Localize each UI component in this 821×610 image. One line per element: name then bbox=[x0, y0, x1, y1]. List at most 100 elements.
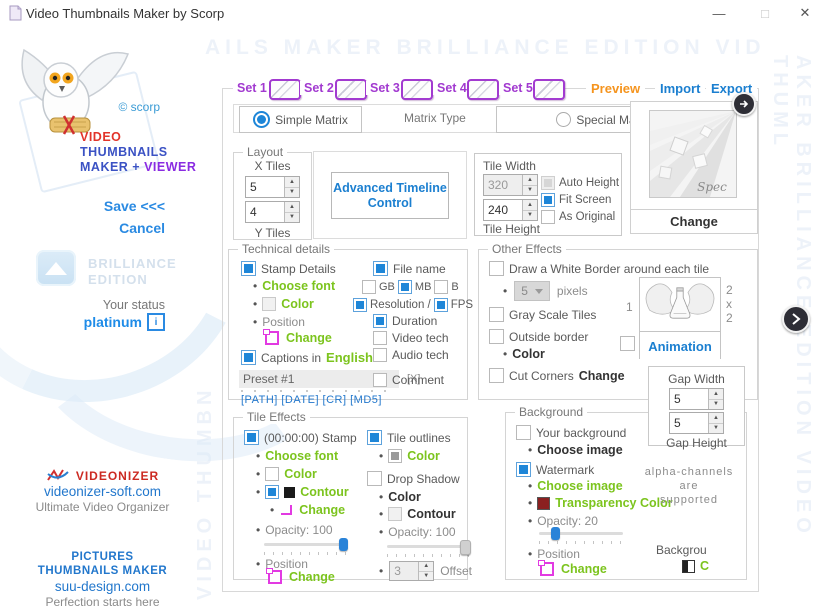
watermark-checkbox[interactable] bbox=[516, 462, 531, 477]
slider-track[interactable] bbox=[264, 543, 348, 546]
slider-thumb[interactable] bbox=[339, 538, 348, 551]
spinner-up-icon[interactable]: ▲ bbox=[419, 562, 434, 572]
gb-checkbox[interactable] bbox=[362, 280, 376, 294]
preset-field[interactable]: Preset #1 bbox=[239, 370, 399, 388]
outside-border-color-link[interactable]: Color bbox=[512, 347, 545, 361]
upgrade-button[interactable] bbox=[36, 250, 76, 286]
contour-checkbox[interactable] bbox=[265, 485, 280, 499]
audio-tech-checkbox[interactable] bbox=[373, 348, 387, 362]
spinner-down-icon[interactable]: ▼ bbox=[289, 214, 295, 221]
fit-screen-label[interactable]: Fit Screen bbox=[559, 194, 612, 206]
spinner-down-icon[interactable]: ▼ bbox=[289, 189, 295, 196]
b-checkbox[interactable] bbox=[434, 280, 449, 294]
time-stamp-label[interactable]: (00:00:00) Stamp bbox=[264, 430, 357, 445]
tab-set5-thumbnail-icon[interactable] bbox=[533, 79, 565, 100]
tab-preview[interactable]: Preview bbox=[586, 81, 646, 96]
gap-width-spinner[interactable]: 5 ▲ ▼ bbox=[669, 388, 724, 410]
fps-label[interactable]: FPS bbox=[450, 299, 474, 311]
position-change-icon[interactable] bbox=[263, 329, 279, 345]
status-info-icon[interactable]: i bbox=[147, 313, 165, 331]
next-page-button-top[interactable] bbox=[732, 92, 756, 116]
shadow-color-link[interactable]: Color bbox=[388, 490, 421, 504]
watermark-position-change-icon[interactable] bbox=[538, 560, 554, 576]
captions-in-label[interactable]: Captions in bbox=[261, 350, 322, 365]
stamp-choose-font-link[interactable]: Choose font bbox=[262, 279, 336, 293]
tab-set3[interactable]: Set 3 bbox=[366, 81, 404, 95]
simple-matrix-option[interactable]: Simple Matrix bbox=[239, 106, 362, 133]
spinner-up-icon[interactable]: ▲ bbox=[523, 200, 537, 211]
close-button[interactable]: ✕ bbox=[799, 5, 811, 20]
contour-label[interactable]: Contour bbox=[300, 485, 349, 499]
next-page-button-side[interactable] bbox=[782, 305, 810, 333]
your-background-label[interactable]: Your background bbox=[536, 425, 627, 440]
tab-set3-thumbnail-icon[interactable] bbox=[401, 79, 433, 100]
stamp-position-change-icon[interactable] bbox=[266, 568, 282, 584]
gap-height-value[interactable]: 5 bbox=[674, 416, 681, 430]
clipped-color-link[interactable]: C bbox=[700, 559, 710, 573]
preview-thumbnail-image[interactable]: Spec bbox=[649, 110, 737, 198]
pixels-select[interactable]: 5 bbox=[514, 281, 550, 301]
gap-width-value[interactable]: 5 bbox=[674, 392, 681, 406]
videonizer-site-link[interactable]: videonizer-soft.com bbox=[43, 484, 162, 499]
spinner-down-icon[interactable]: ▼ bbox=[713, 425, 719, 432]
gb-label[interactable]: GB bbox=[379, 281, 395, 293]
tab-set1-thumbnail-icon[interactable] bbox=[269, 79, 301, 100]
gray-scale-checkbox[interactable] bbox=[489, 307, 504, 322]
as-original-checkbox[interactable] bbox=[541, 210, 555, 224]
stamp-color-link[interactable]: Color bbox=[281, 297, 314, 311]
animation-button[interactable]: Animation bbox=[640, 331, 720, 360]
tile-width-spinner[interactable]: 320 ▲ ▼ bbox=[483, 174, 538, 196]
contour-change-icon[interactable] bbox=[281, 505, 293, 515]
outside-border-checkbox[interactable] bbox=[489, 329, 504, 344]
background-choose-image-link[interactable]: Choose image bbox=[537, 443, 623, 457]
special-matrix-radio[interactable] bbox=[556, 112, 572, 127]
stamp-opacity-slider[interactable] bbox=[264, 537, 348, 555]
white-border-label[interactable]: Draw a White Border around each tile bbox=[509, 261, 710, 276]
advanced-timeline-button[interactable]: Advanced Timeline Control bbox=[331, 172, 449, 219]
resolution-checkbox[interactable] bbox=[353, 298, 367, 312]
cut-corners-checkbox[interactable] bbox=[489, 368, 504, 383]
spinner-up-icon[interactable]: ▲ bbox=[523, 175, 537, 186]
watermark-position-change-link[interactable]: Change bbox=[561, 562, 607, 576]
audio-tech-label[interactable]: Audio tech bbox=[392, 348, 449, 362]
outlines-color-checkbox[interactable] bbox=[388, 449, 403, 463]
video-tech-checkbox[interactable] bbox=[373, 331, 387, 345]
cut-corners-label[interactable]: Cut Corners bbox=[509, 368, 574, 383]
stamp-color-link2[interactable]: Color bbox=[284, 467, 317, 481]
maximize-button[interactable]: □ bbox=[761, 5, 769, 21]
tab-set4[interactable]: Set 4 bbox=[433, 81, 471, 95]
duration-label[interactable]: Duration bbox=[392, 314, 438, 328]
tile-outlines-checkbox[interactable] bbox=[367, 430, 382, 445]
stamp-details-label[interactable]: Stamp Details bbox=[261, 261, 336, 276]
drop-shadow-label[interactable]: Drop Shadow bbox=[387, 471, 460, 486]
stamp-details-checkbox[interactable] bbox=[241, 261, 256, 276]
duration-checkbox[interactable] bbox=[373, 314, 387, 328]
spinner-up-icon[interactable]: ▲ bbox=[709, 389, 723, 400]
slider-track[interactable] bbox=[387, 545, 471, 548]
comment-label[interactable]: Comment bbox=[392, 373, 445, 387]
tab-set5[interactable]: Set 5 bbox=[499, 81, 537, 95]
save-button[interactable]: Save <<< bbox=[103, 198, 165, 214]
white-border-checkbox[interactable] bbox=[489, 261, 504, 276]
simple-matrix-radio[interactable] bbox=[253, 111, 271, 128]
stamp-position-change-link[interactable]: Change bbox=[286, 331, 332, 345]
x-tiles-value[interactable]: 5 bbox=[250, 180, 257, 194]
stamp-position-change-link2[interactable]: Change bbox=[289, 570, 335, 584]
stamp-color-checkbox[interactable] bbox=[262, 297, 277, 311]
y-tiles-spinner[interactable]: 4 ▲ ▼ bbox=[245, 201, 300, 223]
preset-close-button[interactable]: [X] bbox=[407, 373, 421, 385]
spinner-up-icon[interactable]: ▲ bbox=[285, 177, 299, 188]
contour-change-link[interactable]: Change bbox=[299, 503, 346, 517]
shadow-contour-checkbox[interactable] bbox=[388, 507, 403, 521]
tab-set2-thumbnail-icon[interactable] bbox=[335, 79, 367, 100]
spinner-down-icon[interactable]: ▼ bbox=[527, 187, 533, 194]
shadow-contour-label[interactable]: Contour bbox=[407, 507, 456, 521]
fps-checkbox[interactable] bbox=[433, 298, 448, 312]
cancel-button[interactable]: Cancel bbox=[119, 220, 165, 236]
gap-height-spinner[interactable]: 5 ▲ ▼ bbox=[669, 412, 724, 434]
stamp-color-checkbox2[interactable] bbox=[265, 467, 280, 481]
stamp-font-link[interactable]: Choose font bbox=[265, 449, 339, 463]
file-name-label[interactable]: File name bbox=[393, 261, 446, 276]
slider-thumb[interactable] bbox=[551, 527, 560, 540]
fit-screen-checkbox[interactable] bbox=[541, 193, 555, 207]
